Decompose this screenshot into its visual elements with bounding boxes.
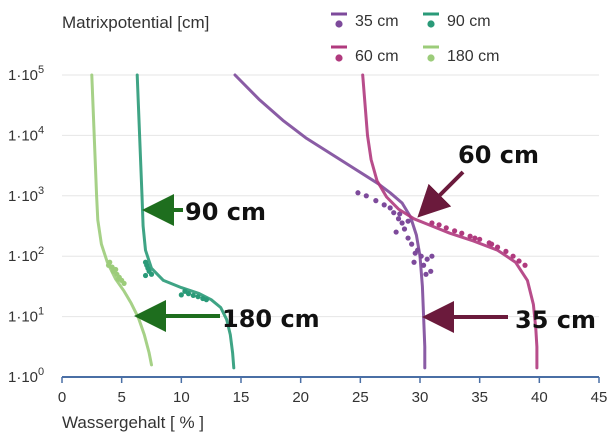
x-tick-label: 40 xyxy=(531,389,548,406)
x-tick-label: 0 xyxy=(58,389,66,406)
annotation-180cm: 180 cm xyxy=(134,300,320,333)
data-point-35cm xyxy=(405,235,411,241)
data-point-60cm xyxy=(436,222,442,228)
data-point-90cm xyxy=(203,297,209,303)
x-tick-label: 30 xyxy=(412,389,429,406)
legend-dot-60cm xyxy=(335,54,343,62)
legend: 35 cm 90 cm 60 cm 180 cm xyxy=(331,12,499,65)
data-point-35cm xyxy=(401,226,408,232)
y-tick-label: 1·103 xyxy=(8,185,44,205)
data-point-35cm xyxy=(399,220,405,226)
data-point-35cm xyxy=(423,271,429,277)
data-point-35cm xyxy=(373,198,379,204)
data-point-60cm xyxy=(472,235,478,241)
data-point-60cm xyxy=(459,230,465,236)
legend-label-35cm: 35 cm xyxy=(355,13,399,30)
axes xyxy=(61,376,600,383)
legend-label-180cm: 180 cm xyxy=(447,48,499,65)
data-point-90cm xyxy=(148,271,155,277)
x-tick-label: 35 xyxy=(471,389,488,406)
fit-line-90cm xyxy=(135,73,236,370)
series-layer xyxy=(90,73,539,370)
x-tick-label: 15 xyxy=(233,389,250,406)
annotation-arrow-60cm xyxy=(417,170,465,218)
data-point-35cm xyxy=(428,268,434,274)
annotation-90cm: 90 cm xyxy=(142,194,266,226)
legend-dot-90cm xyxy=(427,20,435,28)
data-point-60cm xyxy=(452,228,458,234)
data-point-90cm xyxy=(195,294,201,300)
x-axis-title: Wassergehalt [ % ] xyxy=(62,413,204,432)
data-point-60cm xyxy=(429,220,435,226)
data-point-60cm xyxy=(443,225,449,231)
data-point-35cm xyxy=(418,253,424,259)
data-point-35cm xyxy=(395,216,402,222)
x-tick-label: 45 xyxy=(591,389,607,406)
data-point-180cm xyxy=(115,276,121,282)
tick-labels: 0 5 10 15 20 25 30 35 40 45 1·100 1·101 1·102 1·103 1·… xyxy=(8,64,607,406)
data-point-90cm xyxy=(190,292,196,299)
data-point-60cm xyxy=(467,233,473,239)
legend-label-90cm: 90 cm xyxy=(447,13,491,30)
data-point-90cm xyxy=(142,272,149,279)
annotation-label-180cm: 180 cm xyxy=(222,305,320,333)
annotation-label-35cm: 35 cm xyxy=(515,306,596,334)
data-point-35cm xyxy=(393,229,399,235)
y-tick-label: 1·102 xyxy=(8,245,44,265)
annotation-35cm: 35 cm xyxy=(422,301,596,334)
data-point-35cm xyxy=(405,218,411,224)
y-tick-label: 1·101 xyxy=(8,306,44,326)
x-tick-label: 5 xyxy=(117,389,125,406)
x-tick-label: 20 xyxy=(292,389,309,406)
legend-item-35cm: 35 cm xyxy=(331,12,399,30)
data-point-60cm xyxy=(503,248,509,254)
data-point-90cm xyxy=(178,292,184,298)
annotation-60cm: 60 cm xyxy=(417,141,539,218)
data-point-35cm xyxy=(424,256,430,262)
data-point-180cm xyxy=(110,268,116,274)
data-point-60cm xyxy=(477,236,483,242)
data-point-35cm xyxy=(355,190,361,196)
y-axis-title: Matrixpotential [cm] xyxy=(62,13,209,32)
data-point-60cm xyxy=(494,244,501,250)
y-tick-label: 1·100 xyxy=(8,366,44,386)
fit-line-60cm xyxy=(361,73,539,370)
data-point-35cm xyxy=(411,259,417,265)
data-point-60cm xyxy=(489,241,495,247)
data-point-35cm xyxy=(429,253,435,259)
annotation-label-90cm: 90 cm xyxy=(185,198,266,226)
data-point-35cm xyxy=(381,202,387,208)
data-point-35cm xyxy=(391,210,397,216)
data-point-35cm xyxy=(409,241,415,247)
legend-item-90cm: 90 cm xyxy=(423,12,491,30)
data-point-35cm xyxy=(387,205,393,211)
x-tick-label: 10 xyxy=(173,389,190,406)
annotation-label-60cm: 60 cm xyxy=(458,141,539,169)
data-point-35cm xyxy=(420,262,427,268)
legend-dot-180cm xyxy=(427,54,435,62)
y-tick-label: 1·104 xyxy=(8,124,44,144)
data-point-35cm xyxy=(363,193,369,199)
data-point-180cm xyxy=(105,262,112,268)
y-tick-label: 1·105 xyxy=(8,64,44,84)
data-point-180cm xyxy=(121,280,127,286)
data-point-60cm xyxy=(510,253,516,259)
data-point-35cm xyxy=(397,211,403,217)
data-point-60cm xyxy=(522,262,528,268)
legend-item-180cm: 180 cm xyxy=(423,45,499,65)
legend-item-60cm: 60 cm xyxy=(331,45,399,65)
data-point-90cm xyxy=(185,291,192,297)
legend-dot-35cm xyxy=(335,20,343,28)
data-point-60cm xyxy=(516,258,522,264)
legend-label-60cm: 60 cm xyxy=(355,48,399,65)
x-tick-label: 25 xyxy=(352,389,369,406)
data-point-35cm xyxy=(412,250,418,256)
